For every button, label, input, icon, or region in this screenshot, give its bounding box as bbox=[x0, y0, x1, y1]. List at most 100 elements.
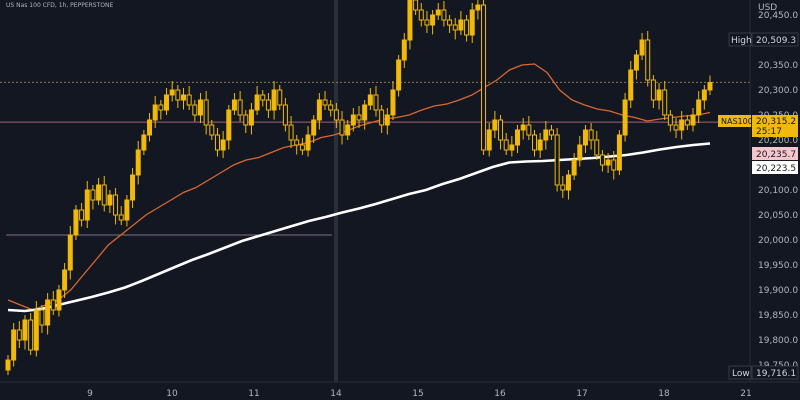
candle bbox=[158, 100, 164, 120]
candle bbox=[152, 96, 158, 128]
price-tick-label: 20,350.0 bbox=[758, 61, 798, 71]
candle bbox=[277, 85, 283, 110]
time-tick-label: 11 bbox=[248, 389, 259, 399]
candle bbox=[101, 176, 107, 212]
price-tick-label: 19,800.0 bbox=[758, 336, 798, 346]
candle bbox=[96, 178, 102, 205]
fast-ma-marker: 20,235.7 bbox=[752, 147, 798, 160]
candle bbox=[537, 133, 543, 158]
candle bbox=[673, 118, 679, 138]
candle bbox=[214, 128, 220, 157]
currency-label: USD bbox=[758, 3, 777, 13]
candle bbox=[464, 15, 470, 42]
time-tick-label: 17 bbox=[576, 389, 587, 399]
candle bbox=[594, 131, 600, 160]
candle bbox=[435, 3, 441, 20]
candle bbox=[684, 115, 690, 130]
price-axis[interactable] bbox=[750, 0, 800, 400]
candle bbox=[515, 125, 521, 153]
candle bbox=[707, 75, 713, 95]
candle bbox=[79, 203, 85, 227]
candle bbox=[305, 126, 311, 157]
candle bbox=[356, 106, 362, 128]
candle bbox=[560, 176, 566, 198]
candle bbox=[373, 86, 379, 117]
time-tick-label: 14 bbox=[330, 389, 342, 399]
candle bbox=[401, 33, 407, 68]
candle bbox=[197, 93, 203, 123]
candle bbox=[532, 130, 537, 157]
candle bbox=[169, 81, 175, 102]
candle bbox=[690, 108, 696, 132]
candle bbox=[430, 10, 436, 35]
candle bbox=[418, 3, 424, 27]
candle bbox=[226, 105, 232, 150]
candle bbox=[645, 31, 651, 87]
candle bbox=[254, 86, 260, 115]
candle bbox=[441, 1, 447, 27]
candle bbox=[509, 136, 515, 157]
last-price: 20,315.2 bbox=[756, 117, 796, 127]
candle bbox=[11, 323, 17, 367]
candle bbox=[118, 206, 124, 225]
candle bbox=[345, 120, 351, 140]
candle bbox=[288, 116, 294, 148]
candle bbox=[56, 285, 62, 317]
time-tick-label: 9 bbox=[87, 389, 93, 399]
candle bbox=[390, 81, 396, 120]
fast-ma-value: 20,235.7 bbox=[756, 150, 796, 160]
candle bbox=[231, 93, 237, 115]
low-marker: Low 19,716.1 bbox=[728, 365, 799, 380]
candle bbox=[186, 86, 192, 110]
candle bbox=[396, 55, 402, 97]
candle bbox=[147, 113, 153, 142]
slow-ma-marker: 20,223.5 bbox=[752, 161, 798, 174]
slow-ma-value: 20,223.5 bbox=[756, 164, 796, 174]
time-tick-label: 10 bbox=[166, 389, 178, 399]
candle bbox=[628, 61, 634, 108]
candle bbox=[588, 123, 594, 150]
price-tick-label: 19,900.0 bbox=[758, 286, 798, 296]
candle bbox=[39, 305, 45, 333]
candle bbox=[384, 108, 390, 135]
candle bbox=[452, 18, 458, 40]
candle bbox=[294, 135, 300, 155]
candle bbox=[130, 168, 136, 208]
candle bbox=[260, 90, 266, 107]
candle bbox=[248, 103, 254, 135]
candle bbox=[107, 190, 113, 213]
price-tick-label: 20,100.0 bbox=[758, 186, 798, 196]
time-tick-label: 18 bbox=[658, 389, 670, 399]
candle bbox=[192, 100, 198, 122]
candle bbox=[316, 93, 322, 130]
candle bbox=[362, 100, 368, 130]
candle bbox=[605, 153, 611, 173]
candle bbox=[565, 170, 571, 200]
high-label: High bbox=[731, 36, 752, 46]
candle bbox=[299, 138, 305, 155]
price-tick-label: 20,300.0 bbox=[758, 86, 798, 96]
candle bbox=[271, 81, 277, 120]
candle bbox=[633, 50, 639, 80]
candle bbox=[458, 11, 464, 35]
low-label: Low bbox=[732, 369, 750, 379]
candle bbox=[554, 128, 560, 192]
symbol-marker: NAS100 20,315.2 25:17 bbox=[718, 115, 798, 137]
candle bbox=[67, 226, 73, 280]
price-tick-label: 20,050.0 bbox=[758, 211, 798, 221]
price-tick-label: 19,950.0 bbox=[758, 261, 798, 271]
candle bbox=[33, 301, 39, 357]
candle bbox=[237, 91, 243, 122]
high-value: 20,509.3 bbox=[756, 36, 796, 46]
candle bbox=[503, 133, 509, 155]
candle bbox=[50, 291, 56, 315]
candle bbox=[203, 91, 209, 135]
candle bbox=[548, 125, 554, 140]
candle bbox=[243, 110, 249, 133]
price-tick-label: 20,200.0 bbox=[758, 136, 798, 146]
candle bbox=[656, 83, 662, 110]
time-axis[interactable] bbox=[0, 382, 800, 400]
candle bbox=[543, 121, 549, 150]
